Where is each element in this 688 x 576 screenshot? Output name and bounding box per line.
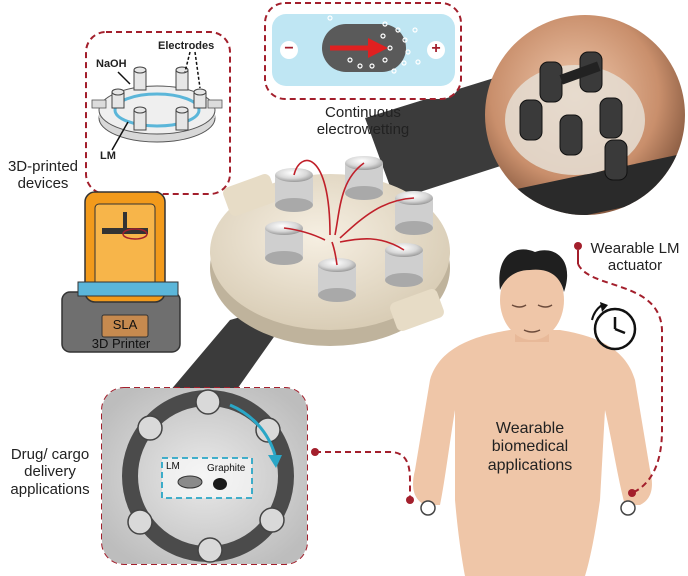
human-figure (413, 249, 652, 576)
printed-devices-line2: devices (17, 175, 69, 193)
biomed-line2: biomedical (491, 438, 569, 456)
drug-line2: delivery (24, 463, 76, 481)
red-wires (283, 159, 415, 266)
printer-caption: 3D Printer (91, 336, 151, 351)
drug-line3: applications (10, 480, 90, 498)
biomed-line3: applications (487, 456, 573, 474)
sla-badge: SLA (112, 317, 138, 332)
electrodes-label: Electrodes (158, 40, 215, 52)
chip-inset (85, 31, 231, 231)
lm-actuator-device (210, 156, 450, 346)
lm-chip-label: LM (100, 150, 116, 162)
biomedical-label: Wearable biomedical applications (460, 420, 600, 475)
connector-dots (311, 448, 636, 504)
drug-delivery-label: Drug/ cargo delivery applications (0, 446, 100, 498)
drug-line1: Drug/ cargo (10, 446, 90, 463)
minus-electrode-sign: − (284, 40, 294, 57)
wearable-actuator-line1: Wearable LM (590, 240, 680, 257)
micro-graphite-label: Graphite (207, 463, 246, 474)
connector-lines (315, 263, 663, 500)
printed-devices-line1: 3D-printed (7, 158, 79, 175)
micro-lm-label: LM (166, 461, 180, 472)
electrowetting-label: Continuous electrowetting (283, 104, 443, 139)
electrowetting-line1: Continuous (325, 104, 401, 121)
sla-printer (61, 191, 181, 353)
biomed-line1: Wearable (495, 420, 565, 437)
electrowetting-inset (264, 2, 462, 100)
microscope-inset (101, 387, 308, 565)
naoh-label: NaOH (96, 58, 127, 70)
actuator-pin (574, 242, 582, 250)
wearable-photo (485, 15, 685, 215)
printed-devices-label: 3D-printed devices (0, 158, 86, 193)
clock-icon (591, 302, 637, 351)
plus-electrode-sign: + (431, 40, 441, 57)
wearable-actuator-line2: actuator (607, 257, 663, 275)
electrowetting-line2: electrowetting (316, 121, 410, 139)
wearable-actuator-label: Wearable LM actuator (585, 240, 685, 275)
